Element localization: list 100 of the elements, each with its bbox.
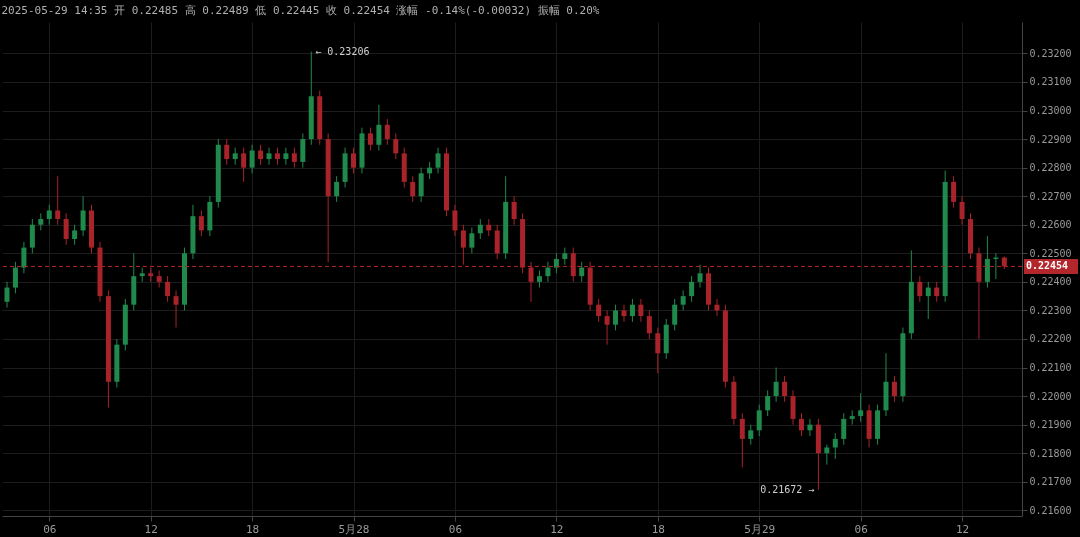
candlestick <box>351 147 357 174</box>
candlestick <box>959 195 965 226</box>
candlestick <box>460 224 466 266</box>
ref-line-label: 0.22454 <box>1026 260 1069 272</box>
candlestick <box>452 204 458 237</box>
candlestick <box>638 298 644 323</box>
candlestick <box>680 289 686 311</box>
candlestick <box>334 175 340 203</box>
candlestick <box>858 392 864 423</box>
candlestick <box>418 167 424 203</box>
y-tick-label: 0.23100 <box>1029 76 1072 88</box>
x-tick-label: 18 <box>651 522 665 536</box>
y-tick-label: 0.23000 <box>1029 105 1072 117</box>
chart-title: 2025-05-29 14:35 开 0.22485 高 0.22489 低 0.22445 收 0.22454 涨幅 -0.14%(-0.00032) 振幅 0.20% <box>1 4 600 17</box>
candlestick <box>553 252 559 274</box>
candlestick <box>621 304 627 323</box>
candlestick <box>782 375 788 403</box>
candlestick <box>46 204 52 226</box>
candlestick <box>376 104 382 151</box>
candlestick <box>984 235 990 289</box>
candlestick <box>291 147 297 169</box>
candlestick <box>55 175 61 226</box>
candlestick <box>891 375 897 403</box>
candlestick <box>165 275 171 303</box>
candlestick <box>469 227 475 254</box>
y-tick-label: 0.21800 <box>1029 447 1072 459</box>
x-tick-label: 06 <box>43 522 57 536</box>
candlestick <box>21 241 27 274</box>
y-tick-label: 0.21700 <box>1029 476 1072 488</box>
candlestick <box>832 432 838 460</box>
candlestick <box>367 127 373 151</box>
candlestick <box>12 261 18 294</box>
candlestick <box>435 147 441 174</box>
candlestick <box>80 195 86 237</box>
candlestick <box>241 147 247 183</box>
candlestick <box>63 212 69 246</box>
candlestick <box>198 209 204 237</box>
candlestick <box>951 175 957 209</box>
x-tick-label: 12 <box>550 522 564 536</box>
candlestick <box>841 412 847 446</box>
candlestick <box>629 298 635 323</box>
candlestick <box>300 132 306 169</box>
candlestick <box>697 264 703 289</box>
x-tick-label: 12 <box>955 522 970 536</box>
candlestick <box>672 298 678 331</box>
y-tick-label: 0.22200 <box>1029 333 1072 345</box>
candlestick <box>596 298 602 323</box>
annotation: 0.21672 → <box>760 483 815 495</box>
candlestick <box>579 261 585 283</box>
candlestick <box>173 289 179 329</box>
candlestick <box>798 412 804 437</box>
candlestick <box>266 147 272 166</box>
candlestick <box>29 218 35 254</box>
y-tick-label: 0.22700 <box>1029 190 1072 202</box>
x-tick-label: 12 <box>144 522 158 536</box>
candlestick <box>934 281 940 303</box>
candlestick <box>384 118 390 146</box>
candlestick <box>765 389 771 417</box>
candlestick <box>393 132 399 160</box>
candlestick <box>156 269 162 289</box>
candlestick <box>249 144 255 174</box>
candlestick <box>748 424 754 446</box>
candlestick <box>72 224 78 246</box>
x-tick-label: 18 <box>245 522 260 536</box>
candlestick <box>917 275 923 303</box>
candlestick <box>604 309 610 346</box>
candlestick <box>739 412 745 468</box>
y-tick-label: 0.22800 <box>1029 162 1072 174</box>
candlestick <box>655 327 661 374</box>
candlestick <box>824 444 830 466</box>
y-tick-label: 0.22600 <box>1029 219 1072 231</box>
y-tick-label: 0.22500 <box>1029 247 1072 259</box>
candlestick <box>613 304 619 331</box>
y-tick-label: 0.23200 <box>1029 47 1072 59</box>
x-tick-label: 06 <box>854 522 868 536</box>
y-tick-label: 0.21600 <box>1029 504 1072 516</box>
candlestick <box>283 147 289 166</box>
candlestick <box>646 309 652 340</box>
candlestick <box>258 144 264 166</box>
x-tick-label: 06 <box>448 522 463 536</box>
candlestick <box>773 367 779 403</box>
x-tick-label: 5月28 <box>338 522 370 536</box>
annotation: ← 0.23206 <box>315 45 370 57</box>
y-tick-label: 0.21900 <box>1029 419 1072 431</box>
candlestick <box>511 195 517 226</box>
candlestick <box>790 389 796 426</box>
y-tick-label: 0.22300 <box>1029 304 1072 316</box>
candlestick <box>494 224 500 260</box>
y-tick-label: 0.22900 <box>1029 133 1072 145</box>
candlestick <box>224 138 230 166</box>
y-tick-label: 0.22100 <box>1029 362 1072 374</box>
y-tick-label: 0.22400 <box>1029 276 1072 288</box>
candlestick <box>925 281 931 320</box>
candlestick <box>689 275 695 303</box>
candlestick <box>4 281 10 309</box>
x-tick-label: 5月29 <box>744 522 776 536</box>
candlestick <box>545 261 551 283</box>
candlestick <box>477 218 483 240</box>
y-tick-label: 0.22000 <box>1029 390 1072 402</box>
candlestick <box>410 175 416 203</box>
